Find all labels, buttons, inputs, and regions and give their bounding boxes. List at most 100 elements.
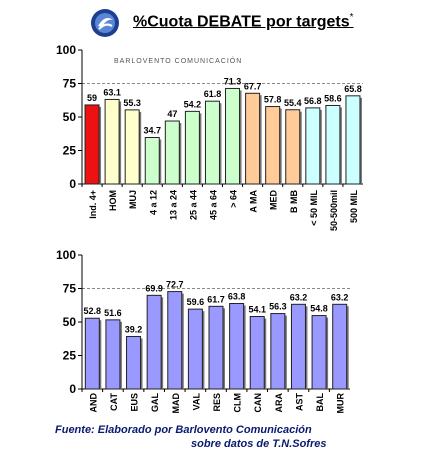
x-tick-label: 500 MIL [349, 190, 359, 224]
data-label: 56.3 [269, 302, 287, 312]
x-tick-label: 25 a 44 [188, 190, 198, 220]
bar [144, 137, 160, 185]
y-tick-label: 0 [69, 382, 76, 396]
chart-regions: 0 25 50 75 100 52.8 AND 51.6 CAT 39.2 EUS 69.9 GAL 72… [56, 248, 350, 414]
bar [167, 291, 183, 390]
title-text: %Cuota DEBATE por targets [133, 13, 350, 31]
data-label: 56.8 [304, 96, 322, 106]
bar [332, 303, 348, 390]
y-tick-label: 25 [63, 349, 77, 363]
data-label: 69.9 [145, 283, 163, 293]
y-tick-label: 100 [56, 43, 76, 57]
data-label: 47 [167, 109, 177, 119]
x-tick-label: < 50 MIL [309, 190, 319, 226]
y-tick-label: 75 [63, 77, 77, 91]
x-tick-label: BAL [315, 393, 325, 412]
chart-targets: BARLOVENTO COMUNICACIÓN 0 25 50 75 100 59 Ind. … [56, 43, 363, 231]
x-tick-label: 13 a 24 [168, 190, 178, 220]
data-label: 63.2 [331, 292, 349, 302]
header: %Cuota DEBATE por targets* [0, 0, 425, 44]
x-tick-label: HOM [108, 190, 118, 211]
data-label: 54.1 [248, 305, 266, 315]
y-tick-label: 25 [63, 144, 77, 158]
y-tick-label: 100 [56, 248, 76, 262]
data-label: 39.2 [125, 324, 143, 334]
source-line-1: Fuente: Elaborado por Barlovento Comunic… [55, 424, 312, 436]
y-tick-label: 50 [63, 315, 77, 329]
balvento-logo-icon [91, 9, 119, 37]
data-label: 55.4 [284, 98, 302, 108]
data-label: 63.8 [228, 292, 246, 302]
data-label: 51.6 [104, 308, 122, 318]
y-tick-label: 50 [63, 110, 77, 124]
source-line-2: sobre datos de T.N.Sofres [191, 438, 327, 450]
data-label: 72.7 [166, 280, 184, 290]
x-tick-label: AST [294, 392, 304, 411]
data-label: 65.8 [344, 84, 362, 94]
data-label: 55.3 [123, 98, 141, 108]
bar [225, 87, 241, 185]
bar [265, 106, 281, 185]
bar [84, 317, 100, 390]
data-label: 61.8 [204, 89, 222, 99]
y-tick-label: 0 [69, 177, 76, 191]
bar [126, 335, 142, 390]
x-tick-label: RES [212, 393, 222, 412]
x-tick-label: 45 a 64 [208, 190, 218, 220]
x-tick-label: VAL [191, 393, 201, 411]
bar [104, 98, 120, 185]
bar [249, 316, 265, 390]
data-label: 54.2 [184, 99, 202, 109]
bar [164, 120, 180, 185]
data-label: 61.7 [207, 294, 225, 304]
x-tick-label: 4 a 12 [148, 190, 158, 215]
data-label: 63.1 [103, 87, 121, 97]
data-label: 54.8 [310, 304, 328, 314]
y-tick-label: 75 [63, 282, 77, 296]
bar [84, 104, 100, 185]
data-label: 59.6 [187, 297, 205, 307]
data-label: 52.8 [84, 306, 102, 316]
bar [187, 308, 203, 390]
watermark-text: BARLOVENTO COMUNICACIÓN [114, 56, 242, 65]
bar [285, 109, 301, 185]
bar [229, 303, 245, 390]
bar [184, 110, 200, 185]
x-tick-label: GAL [150, 393, 160, 413]
x-tick-label: 50-500mil [329, 190, 339, 231]
x-tick-label: AND [88, 393, 98, 413]
source-note: Fuente: Elaborado por Barlovento Comunic… [55, 423, 415, 451]
x-tick-label: Ind. 4+ [88, 190, 98, 219]
x-tick-label: CAN [253, 393, 263, 413]
x-tick-label: MUR [336, 393, 346, 414]
data-label: 57.8 [264, 95, 282, 105]
title-mark: * [349, 12, 354, 23]
data-label: 71.3 [224, 76, 242, 86]
bar [345, 95, 361, 185]
bar [146, 294, 162, 390]
page-title: %Cuota DEBATE por targets* [133, 12, 354, 31]
bar [208, 305, 224, 390]
bar [245, 92, 261, 185]
bar [105, 319, 121, 390]
bar [311, 315, 327, 390]
x-tick-label: MED [269, 190, 279, 211]
data-label: 63.2 [290, 292, 308, 302]
x-tick-label: A MA [249, 190, 259, 213]
x-tick-label: > 64 [229, 190, 239, 208]
x-tick-label: B MB [289, 190, 299, 213]
x-tick-label: MUJ [128, 190, 138, 209]
bar [204, 100, 220, 185]
bar [305, 107, 321, 185]
bar [124, 109, 140, 185]
bar [270, 313, 286, 390]
data-label: 67.7 [244, 81, 262, 91]
x-tick-label: MAD [171, 393, 181, 414]
x-tick-label: CLM [233, 393, 243, 413]
data-label: 58.6 [324, 93, 342, 103]
bar [290, 303, 306, 390]
x-tick-label: CAT [109, 393, 119, 411]
data-label: 59 [87, 93, 97, 103]
x-tick-label: ARA [274, 393, 284, 413]
bar [325, 104, 341, 185]
